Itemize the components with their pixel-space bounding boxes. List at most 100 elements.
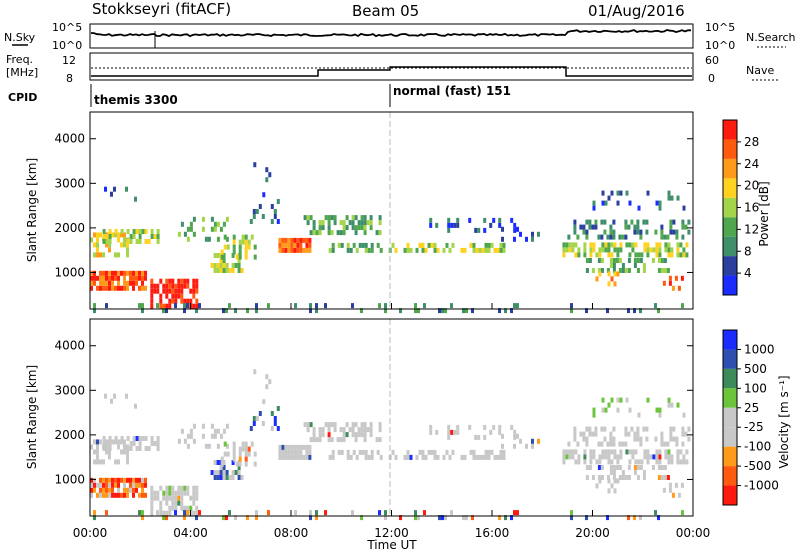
velocity-cell — [183, 510, 186, 516]
velocity-cell — [210, 433, 214, 439]
cpid-label: CPID — [8, 91, 37, 104]
velocity-cell — [616, 397, 620, 403]
power-cell — [150, 283, 154, 289]
velocity-cell — [450, 429, 454, 435]
power-cell — [261, 214, 265, 219]
velocity-cell — [501, 443, 504, 449]
colorbar-tick-label: 16 — [744, 201, 759, 215]
power-cell — [189, 221, 193, 227]
power-cell — [223, 234, 227, 240]
power-cell — [516, 226, 519, 232]
velocity-cell — [153, 441, 157, 446]
ytick-label: 2000 — [54, 428, 85, 442]
velocity-cell — [324, 422, 328, 428]
velocity-cell — [379, 454, 383, 460]
velocity-cell — [663, 465, 667, 470]
velocity-cell — [663, 475, 667, 480]
power-cell — [238, 254, 242, 260]
velocity-cell — [290, 449, 294, 455]
velocity-cell — [318, 427, 322, 433]
power-cell — [585, 234, 589, 240]
frequency-trace — [91, 66, 692, 77]
power-cell — [180, 293, 184, 299]
velocity-cell — [607, 449, 611, 455]
velocity-cell — [273, 421, 277, 426]
velocity-cell — [357, 427, 361, 433]
power-cell — [450, 222, 454, 228]
power-cell — [315, 303, 318, 309]
velocity-cell — [687, 436, 691, 442]
velocity-cell — [633, 470, 637, 475]
power-cell — [399, 308, 402, 314]
velocity-cell — [93, 487, 96, 493]
velocity-cell — [433, 449, 437, 455]
power-cell — [634, 252, 638, 258]
power-cell — [592, 205, 596, 211]
power-cell — [366, 220, 370, 226]
velocity-cell — [90, 492, 93, 498]
velocity-cell — [655, 449, 659, 455]
velocity-cell — [429, 429, 433, 435]
power-cell — [601, 200, 605, 206]
velocity-cell — [315, 510, 318, 516]
velocity-cell — [615, 465, 619, 470]
velocity-cell — [666, 441, 670, 447]
velocity-cell — [562, 459, 566, 465]
velocity-cell — [403, 454, 407, 460]
velocity-cell — [183, 490, 187, 496]
velocity-cell — [102, 446, 106, 451]
velocity-cell — [465, 515, 468, 521]
velocity-cell — [592, 412, 596, 418]
velocity-cell — [655, 454, 659, 460]
power-cell — [681, 219, 685, 225]
power-cell — [96, 252, 99, 258]
velocity-cell — [293, 449, 297, 455]
velocity-cell — [108, 482, 111, 488]
colorbar-swatch — [723, 178, 737, 198]
velocity-cell — [294, 510, 297, 516]
power-cell — [681, 234, 685, 240]
power-cell — [501, 226, 504, 232]
velocity-cell — [328, 454, 332, 460]
power-cell — [192, 288, 196, 294]
power-cell — [478, 247, 482, 253]
power-cell — [585, 219, 589, 225]
power-cell — [676, 195, 680, 201]
velocity-cell — [525, 443, 528, 449]
power-cell — [607, 271, 611, 277]
velocity-cell — [676, 454, 680, 460]
power-cell — [231, 268, 235, 273]
power-cell — [640, 252, 644, 258]
power-cell — [138, 270, 141, 276]
power-cell — [378, 230, 382, 236]
power-cell — [681, 224, 685, 230]
velocity-cell — [135, 482, 138, 488]
velocity-cell — [216, 428, 220, 434]
power-cell — [583, 247, 587, 253]
velocity-cell — [610, 397, 614, 403]
power-cell — [348, 220, 352, 226]
power-cell — [327, 230, 331, 236]
power-cell — [129, 275, 132, 281]
velocity-cell — [90, 444, 93, 450]
power-cell — [93, 270, 96, 276]
power-cell — [349, 247, 353, 253]
velocity-cell — [595, 459, 599, 465]
power-scatter — [90, 162, 691, 314]
power-cell — [609, 224, 613, 230]
velocity-cell — [192, 423, 196, 429]
velocity-cell — [345, 432, 349, 438]
power-cell — [238, 249, 242, 255]
power-cell — [663, 234, 667, 240]
velocity-cell — [114, 439, 117, 445]
velocity-cell — [618, 475, 622, 480]
velocity-cell — [513, 510, 516, 516]
velocity-cell — [576, 441, 580, 447]
velocity-cell — [687, 426, 691, 432]
power-cell — [633, 263, 637, 268]
power-cell — [573, 224, 577, 230]
power-cell — [646, 242, 650, 248]
power-cell — [657, 268, 661, 273]
velocity-cell — [222, 475, 226, 480]
